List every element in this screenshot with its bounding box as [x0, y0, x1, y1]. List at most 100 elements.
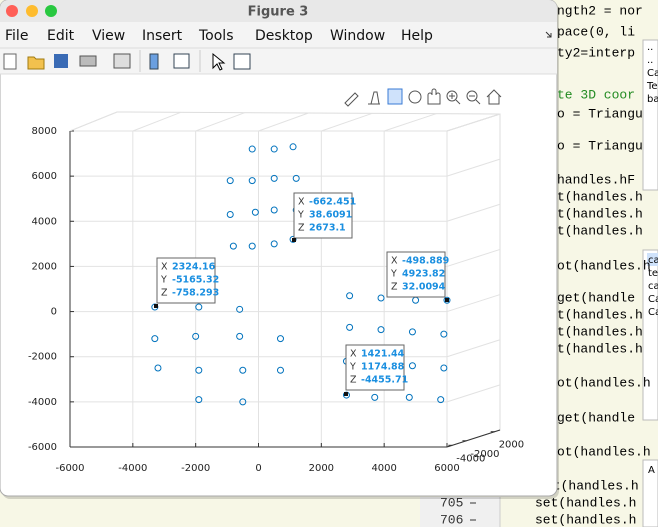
rotate3d-icon[interactable]: [408, 90, 422, 104]
editor-gutter: [420, 497, 500, 527]
point: [289, 143, 297, 151]
point: [195, 303, 203, 311]
point: [408, 328, 416, 336]
datatip-box: [293, 192, 353, 239]
line-number: 706: [440, 512, 463, 527]
datatip-label: X: [161, 262, 168, 273]
home-icon[interactable]: [486, 89, 502, 105]
print-icon[interactable]: [79, 55, 97, 67]
menu-item[interactable]: Desktop: [255, 28, 313, 44]
y-tick-label: -2000: [28, 352, 57, 363]
window: [0, 0, 558, 497]
datatip-icon[interactable]: [368, 91, 380, 105]
datatip-box: [386, 251, 446, 298]
datatip-marker: [154, 304, 158, 308]
point: [154, 364, 162, 372]
dock-icon[interactable]: [545, 31, 552, 38]
x-tick-label: -2000: [181, 463, 210, 474]
zoom-out-icon[interactable]: [466, 90, 478, 102]
point: [289, 235, 297, 243]
point: [251, 208, 259, 216]
y-tick-label: -6000: [28, 442, 57, 453]
code-line: t(handles.h: [557, 189, 643, 204]
point: [371, 393, 379, 401]
point: [346, 323, 354, 331]
code-line: get(handle: [557, 410, 635, 425]
datatip-marker: [445, 298, 449, 302]
grid-line: [446, 203, 501, 222]
point: [226, 211, 234, 219]
datatip: X 2324.16 Y -5165.32 Z -758.293: [154, 257, 219, 308]
datatip-value: 4923.82: [402, 269, 445, 280]
point: [270, 174, 278, 182]
grid-line: [195, 112, 245, 132]
point: [270, 145, 278, 153]
z-axis: [446, 429, 501, 448]
datatip-label: Z: [391, 282, 398, 293]
datatip-label: Y: [349, 362, 356, 373]
code-line: te 3D coor: [557, 87, 635, 102]
close-button[interactable]: [6, 5, 18, 17]
menu-item[interactable]: Tools: [198, 28, 234, 44]
menu-item[interactable]: Insert: [142, 28, 183, 44]
datatip-marker: [292, 238, 296, 242]
link-icon[interactable]: [113, 53, 131, 69]
code-line: t(handles.h: [557, 206, 643, 221]
point: [248, 177, 256, 185]
z-tick-label: -2000: [470, 449, 499, 460]
menu-item[interactable]: File: [5, 28, 28, 44]
brush-icon[interactable]: [344, 92, 359, 107]
panel-item: ..: [647, 55, 653, 66]
property-icon[interactable]: [233, 53, 251, 70]
panel-item: ca: [648, 255, 658, 266]
panel-item: Ca: [647, 68, 658, 79]
menu-item[interactable]: Help: [401, 28, 433, 44]
rotate-icon[interactable]: [387, 88, 403, 105]
open-icon[interactable]: [27, 56, 45, 70]
point: [377, 326, 385, 334]
point: [236, 305, 244, 313]
point: [151, 335, 159, 343]
pointer-icon[interactable]: [212, 52, 226, 71]
point: [195, 366, 203, 374]
save-icon[interactable]: [54, 54, 68, 68]
point: [236, 332, 244, 340]
datatip: X 1421.44 Y 1174.88 Z -4455.71: [344, 344, 408, 396]
point: [248, 242, 256, 250]
datatip-value: 1174.88: [361, 362, 405, 373]
pan-icon[interactable]: [427, 88, 441, 105]
code-line: t(handles.h: [557, 324, 643, 339]
point: [195, 396, 203, 404]
colorbar-icon[interactable]: [149, 53, 159, 70]
z-tick-label: -4000: [456, 453, 485, 464]
window-title: Figure 3: [248, 5, 309, 20]
menu-item[interactable]: Edit: [47, 28, 75, 44]
code-line: pace(0, li: [557, 24, 635, 39]
point: [276, 335, 284, 343]
code-line: get(handle: [557, 290, 635, 305]
grid-line: [384, 113, 437, 132]
point: [437, 396, 445, 404]
x-tick-label: 4000: [371, 463, 396, 474]
zoom-in-icon[interactable]: [446, 90, 458, 102]
legend-icon[interactable]: [173, 53, 190, 69]
menu-item[interactable]: Window: [330, 28, 385, 44]
y-tick-label: 0: [51, 307, 57, 318]
datatip-value: 2324.16: [172, 262, 216, 273]
menu-item[interactable]: View: [92, 28, 125, 44]
code-line: handles.hF: [557, 172, 635, 187]
datatip-label: X: [350, 349, 357, 360]
code-line: t(handles.h: [557, 307, 643, 322]
code-line: et(handles.h: [545, 478, 639, 493]
code-line: ot(handles.h: [557, 375, 651, 390]
x-tick-label: 6000: [434, 463, 459, 474]
panel-item: Ca: [648, 307, 658, 318]
minimize-button[interactable]: [26, 5, 38, 17]
zoom-button[interactable]: [45, 5, 57, 17]
datatip-value: -758.293: [172, 288, 219, 299]
code-line: o = Triangu: [557, 106, 643, 121]
new-icon[interactable]: [3, 53, 17, 70]
datatip-label: Y: [160, 275, 167, 286]
